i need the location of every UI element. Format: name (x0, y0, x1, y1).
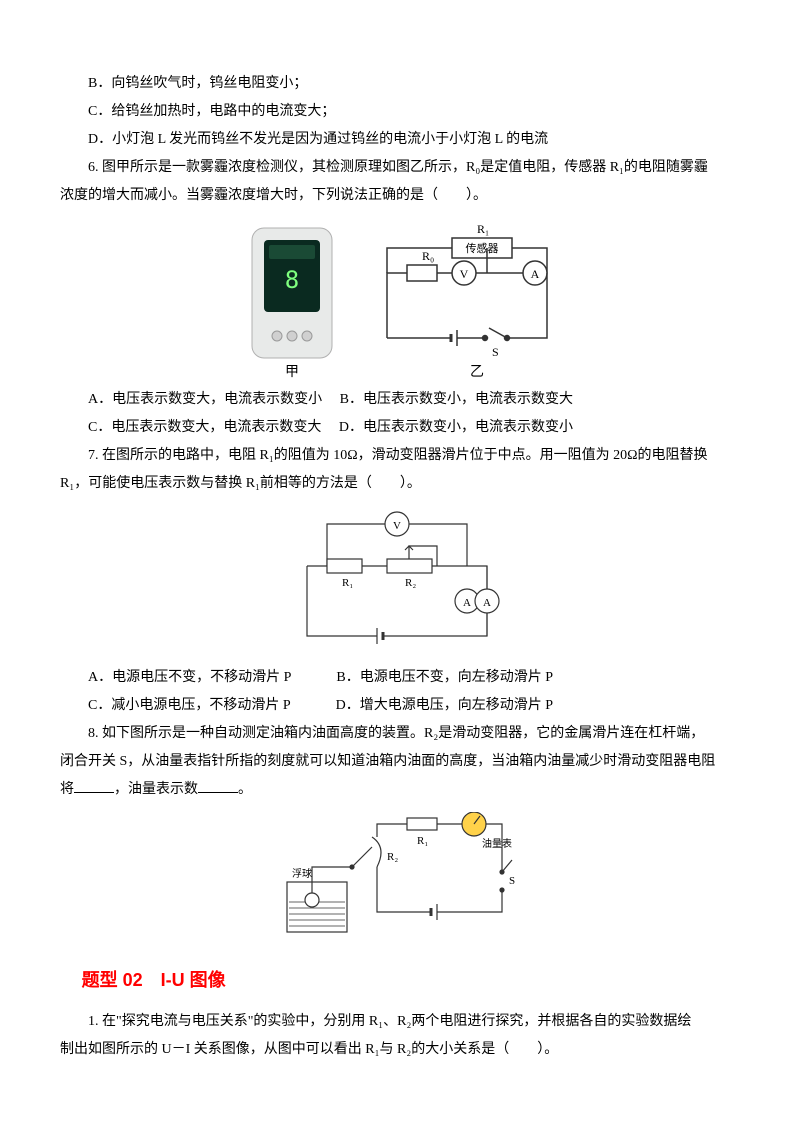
q8-stem-line1: 8. 如下图所示是一种自动测定油箱内油面高度的装置。R₂是滑动变阻器，它的金属滑… (60, 720, 734, 748)
q7-stem-line2: R₁，可能使电压表示数与替换 R₁前相等的方法是（ ）。 (60, 470, 734, 498)
q6-option-c: C．电压表示数变大，电流表示数变大 (88, 420, 321, 435)
q6-figure: 8 甲 V 传感器 A (60, 218, 734, 378)
s2q1-stem-line1: 1. 在"探究电流与电压关系"的实验中，分别用 R₁、R₂两个电阻进行探究，并根… (60, 1008, 734, 1036)
section-02-title: 题型 02 I-U 图像 (60, 962, 734, 998)
svg-text:8: 8 (285, 266, 299, 294)
svg-text:A: A (531, 267, 540, 281)
q8-r1-label: R₁ (417, 835, 428, 847)
q8-gauge-label: 油量表 (482, 837, 512, 850)
q8-blank-1 (74, 779, 114, 793)
q7-option-d: D．增大电源电压，向左移动滑片 P (336, 698, 553, 713)
q7-options-ab: A．电源电压不变，不移动滑片 P B．电源电压不变，向左移动滑片 P (60, 664, 734, 692)
q7-figure: V A (60, 506, 734, 656)
q6-options-ab: A．电压表示数变大，电流表示数变小 B．电压表示数变小，电流表示数变大 (60, 386, 734, 414)
q6-caption-left: 甲 (285, 365, 299, 378)
q7-option-a: A．电源电压不变，不移动滑片 P (88, 670, 291, 685)
q6-options-cd: C．电压表示数变大，电流表示数变大 D．电压表示数变小，电流表示数变小 (60, 414, 734, 442)
svg-text:V: V (460, 267, 469, 281)
q6-option-a: A．电压表示数变大，电流表示数变小 (88, 392, 322, 407)
q8-stem-line3: 将，油量表示数。 (60, 776, 734, 804)
s2q1-stem-line2: 制出如图所示的 U－I 关系图像，从图中可以看出 R₁与 R₂的大小关系是（ ）… (60, 1036, 734, 1064)
q8-r2-label: R₂ (387, 851, 398, 863)
svg-text:传感器: 传感器 (466, 242, 499, 255)
q7-options-cd: C．减小电源电压，不移动滑片 P D．增大电源电压，向左移动滑片 P (60, 692, 734, 720)
q8-s-label: S (509, 875, 515, 887)
q8-stem-line2: 闭合开关 S，从油量表指针所指的刻度就可以知道油箱内油面的高度，当油箱内油量减少… (60, 748, 734, 776)
q6-stem-line1: 6. 图甲所示是一款雾霾浓度检测仪，其检测原理如图乙所示，R₀是定值电阻，传感器… (60, 154, 734, 182)
q6-stem-line2: 浓度的增大而减小。当雾霾浓度增大时，下列说法正确的是（ ）。 (60, 182, 734, 210)
q7-circuit-icon: V A (307, 512, 487, 644)
q6-device-icon: 8 (252, 228, 332, 358)
svg-text:V: V (393, 520, 401, 532)
q6-circuit-icon: V 传感器 A (387, 238, 547, 346)
q6-r0-label: R₀ (422, 249, 434, 263)
q6-s-label: S (492, 345, 499, 359)
q8-float-label: 浮球 (292, 867, 312, 880)
q7-option-b: B．电源电压不变，向左移动滑片 P (336, 670, 553, 685)
q5-option-b: B．向钨丝吹气时，钨丝电阻变小； (60, 70, 734, 98)
q7-option-c: C．减小电源电压，不移动滑片 P (88, 698, 290, 713)
q8-circuit-icon (287, 812, 512, 932)
q6-option-b: B．电压表示数变小，电流表示数变大 (340, 392, 573, 407)
svg-text:A: A (463, 597, 471, 609)
q6-caption-right: 乙 (470, 364, 484, 378)
q7-r2-label: R₂ (405, 577, 416, 589)
q7-r1-label: R₁ (342, 577, 353, 589)
q6-option-d: D．电压表示数变小，电流表示数变小 (339, 420, 573, 435)
q8-figure: R₁ R₂ 油量表 S 浮球 (60, 812, 734, 942)
q5-option-c: C．给钨丝加热时，电路中的电流变大； (60, 98, 734, 126)
q8-blank-2 (198, 779, 238, 793)
q5-option-d: D．小灯泡 L 发光而钨丝不发光是因为通过钨丝的电流小于小灯泡 L 的电流 (60, 126, 734, 154)
q7-stem-line1: 7. 在图所示的电路中，电阻 R₁的阻值为 10Ω，滑动变阻器滑片位于中点。用一… (60, 442, 734, 470)
q6-r1-label: R₁ (477, 222, 489, 236)
svg-text:A: A (483, 597, 491, 609)
